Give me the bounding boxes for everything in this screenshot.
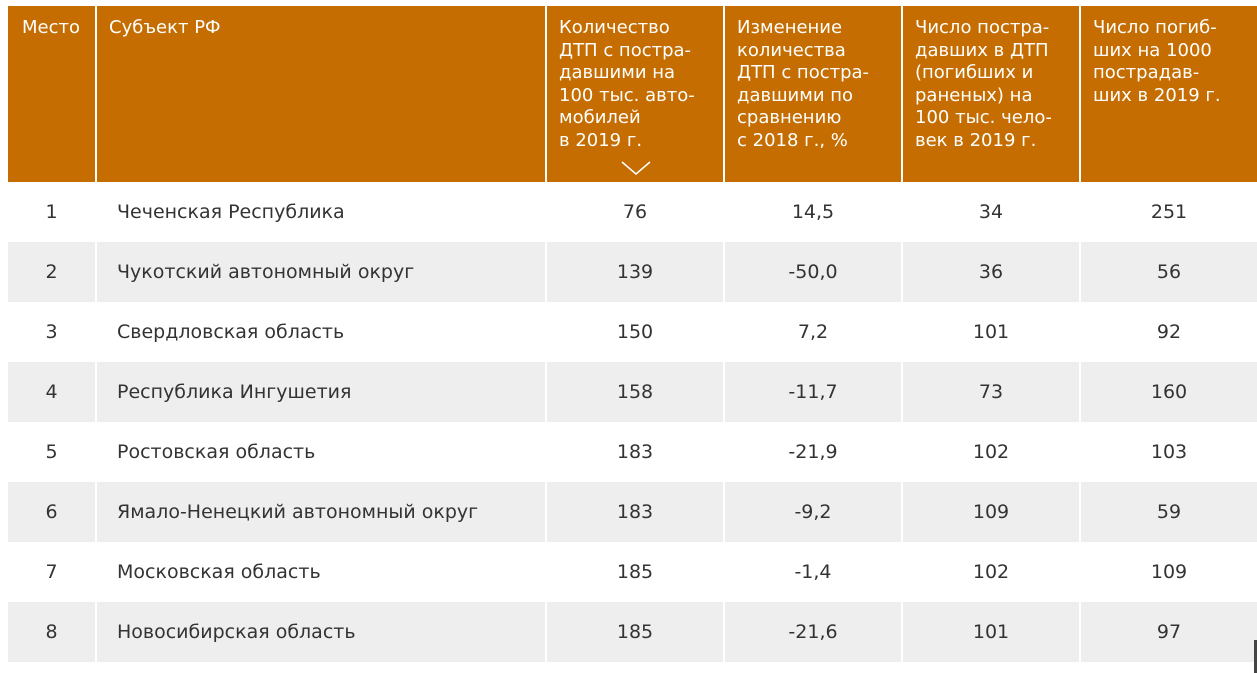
cell-injured: 36 (902, 242, 1081, 302)
table-row: 7 Московская область 185 -1,4 102 109 (8, 542, 1257, 602)
column-header-injured-per-100k[interactable]: Число постра- давших в ДТП (погибших и р… (902, 6, 1081, 182)
cell-change: -9,2 (724, 482, 903, 542)
column-header-rank[interactable]: Место (8, 6, 97, 182)
cell-deaths: 92 (1080, 302, 1257, 362)
column-header-dtp-label: Количество ДТП с постра- давшими на 100 … (559, 17, 695, 151)
cell-deaths: 59 (1080, 482, 1257, 542)
cell-dtp: 183 (546, 422, 725, 482)
header-row: Место Субъект РФ Количество ДТП с постра… (8, 6, 1257, 182)
cell-dtp: 185 (546, 542, 725, 602)
cell-deaths: 251 (1080, 182, 1257, 242)
table-row: 4 Республика Ингушетия 158 -11,7 73 160 (8, 362, 1257, 422)
cell-deaths: 109 (1080, 542, 1257, 602)
cell-dtp: 150 (546, 302, 725, 362)
cell-rank: 5 (8, 422, 97, 482)
column-header-region-label: Субъект РФ (109, 17, 221, 38)
cell-dtp: 139 (546, 242, 725, 302)
cell-deaths: 103 (1080, 422, 1257, 482)
cell-change: -1,4 (724, 542, 903, 602)
cell-dtp: 183 (546, 482, 725, 542)
cell-rank: 8 (8, 602, 97, 662)
cell-injured: 34 (902, 182, 1081, 242)
column-header-deaths-label: Число погиб- ших на 1000 пострадав- ших … (1093, 17, 1221, 106)
scrollbar[interactable] (1254, 640, 1257, 673)
cell-change: -21,9 (724, 422, 903, 482)
column-header-change-label: Изменение количества ДТП с постра- давши… (737, 17, 870, 151)
cell-region: Ямало-Ненецкий автономный округ (96, 482, 547, 542)
cell-rank: 7 (8, 542, 97, 602)
cell-injured: 101 (902, 302, 1081, 362)
cell-injured: 102 (902, 542, 1081, 602)
cell-dtp: 185 (546, 602, 725, 662)
cell-deaths: 160 (1080, 362, 1257, 422)
cell-deaths: 97 (1080, 602, 1257, 662)
table-row: 5 Ростовская область 183 -21,9 102 103 (8, 422, 1257, 482)
table-row: 1 Чеченская Республика 76 14,5 34 251 (8, 182, 1257, 242)
cell-injured: 102 (902, 422, 1081, 482)
table-row: 3 Свердловская область 150 7,2 101 92 (8, 302, 1257, 362)
cell-region: Чеченская Республика (96, 182, 547, 242)
cell-region: Свердловская область (96, 302, 547, 362)
cell-rank: 6 (8, 482, 97, 542)
cell-region: Новосибирская область (96, 602, 547, 662)
cell-change: -11,7 (724, 362, 903, 422)
cell-region: Чукотский автономный округ (96, 242, 547, 302)
cell-change: 7,2 (724, 302, 903, 362)
cell-change: -50,0 (724, 242, 903, 302)
table-row: 6 Ямало-Ненецкий автономный округ 183 -9… (8, 482, 1257, 542)
cell-region: Московская область (96, 542, 547, 602)
cell-rank: 1 (8, 182, 97, 242)
column-header-rank-label: Место (22, 17, 80, 38)
cell-injured: 73 (902, 362, 1081, 422)
cell-rank: 4 (8, 362, 97, 422)
table-header: Место Субъект РФ Количество ДТП с постра… (8, 6, 1257, 182)
column-header-change-vs-2018[interactable]: Изменение количества ДТП с постра- давши… (724, 6, 903, 182)
column-header-region[interactable]: Субъект РФ (96, 6, 547, 182)
cell-dtp: 76 (546, 182, 725, 242)
cell-rank: 3 (8, 302, 97, 362)
column-header-dtp-per-100k-cars[interactable]: Количество ДТП с постра- давшими на 100 … (546, 6, 725, 182)
cell-dtp: 158 (546, 362, 725, 422)
cell-change: 14,5 (724, 182, 903, 242)
cell-deaths: 56 (1080, 242, 1257, 302)
cell-region: Ростовская область (96, 422, 547, 482)
table-row: 8 Новосибирская область 185 -21,6 101 97 (8, 602, 1257, 662)
ranking-table-container: Место Субъект РФ Количество ДТП с постра… (8, 6, 1257, 662)
cell-injured: 109 (902, 482, 1081, 542)
column-header-injured-label: Число постра- давших в ДТП (погибших и р… (915, 17, 1052, 151)
cell-injured: 101 (902, 602, 1081, 662)
column-header-deaths-per-1000[interactable]: Число погиб- ших на 1000 пострадав- ших … (1080, 6, 1257, 182)
chevron-down-icon[interactable] (621, 160, 651, 176)
ranking-table: Место Субъект РФ Количество ДТП с постра… (8, 6, 1257, 662)
table-body: 1 Чеченская Республика 76 14,5 34 251 2 … (8, 182, 1257, 662)
cell-rank: 2 (8, 242, 97, 302)
cell-region: Республика Ингушетия (96, 362, 547, 422)
table-row: 2 Чукотский автономный округ 139 -50,0 3… (8, 242, 1257, 302)
cell-change: -21,6 (724, 602, 903, 662)
